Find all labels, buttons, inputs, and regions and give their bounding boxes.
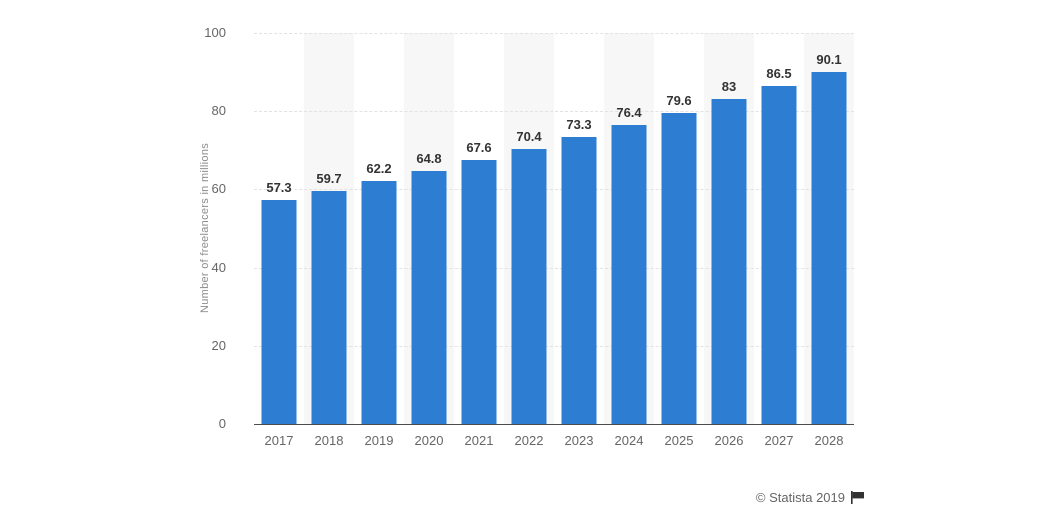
bar-value-label: 59.7 (316, 170, 342, 186)
bar-2028 (811, 71, 847, 424)
column-2019: 62.2 2019 (354, 33, 404, 448)
bar-value-label: 70.4 (516, 128, 542, 144)
bar-value-label: 62.2 (366, 160, 392, 176)
y-tick-label: 60 (211, 181, 226, 197)
x-tick-label: 2019 (364, 433, 394, 448)
credit-text: © Statista 2019 (755, 490, 845, 505)
grid-line-80 (254, 111, 854, 113)
x-tick-label: 2022 (514, 433, 544, 448)
grid-line-100 (254, 33, 854, 34)
y-tick-label: 40 (211, 259, 226, 275)
x-tick-label: 2021 (464, 433, 494, 448)
y-tick-label: 80 (211, 103, 226, 119)
x-tick-label: 2025 (664, 433, 694, 448)
column-2018: 59.7 2018 (304, 33, 354, 448)
x-tick-label: 2023 (564, 433, 594, 448)
bar-2025 (661, 112, 697, 424)
column-2024: 76.4 2024 (604, 33, 654, 448)
bar-value-label: 83 (721, 79, 737, 95)
bar-2023 (561, 137, 597, 424)
column-2022: 70.4 2022 (504, 33, 554, 448)
bar-value-label: 86.5 (766, 65, 792, 81)
grid-line-60 (254, 189, 854, 191)
bar-2017 (261, 199, 297, 424)
column-2027: 86.5 2027 (754, 33, 804, 448)
bar-value-label: 73.3 (566, 117, 592, 133)
y-tick-label: 0 (218, 416, 226, 431)
bar-value-label: 76.4 (616, 105, 642, 121)
bar-2018 (311, 190, 347, 424)
x-tick-label: 2018 (314, 433, 344, 448)
bar-2021 (461, 159, 497, 424)
x-tick-label: 2017 (264, 433, 294, 448)
column-2021: 67.6 2021 (454, 33, 504, 448)
bar-2020 (411, 170, 447, 424)
bar-2022 (511, 148, 547, 424)
plot-area: 57.3 2017 59.7 2018 62.2 2019 64.8 2020 67.6 2021… (254, 33, 854, 448)
y-tick-label: 100 (204, 25, 226, 40)
bar-2019 (361, 180, 397, 424)
x-tick-label: 2020 (414, 433, 444, 448)
x-tick-label: 2028 (814, 433, 844, 448)
y-axis-tick-labels: 0 20 40 60 80 100 (170, 25, 240, 431)
grid-line-40 (254, 267, 854, 269)
grid-line-20 (254, 345, 854, 347)
bar-value-label: 57.3 (266, 179, 292, 195)
flag-icon (850, 490, 866, 505)
bar-2027 (761, 85, 797, 424)
column-2026: 83 2026 (704, 33, 754, 448)
bar-value-label: 67.6 (466, 139, 492, 155)
x-tick-label: 2024 (614, 433, 644, 448)
bar-value-label: 90.1 (816, 51, 842, 67)
x-tick-label: 2027 (764, 433, 794, 448)
column-2028: 90.1 2028 (804, 33, 854, 448)
column-2017: 57.3 2017 (254, 33, 304, 448)
statista-credit: © Statista 2019 (756, 490, 866, 505)
bar-2024 (611, 125, 647, 424)
column-2023: 73.3 2023 (554, 33, 604, 448)
bar-value-label: 64.8 (416, 150, 442, 166)
x-tick-label: 2026 (714, 433, 744, 448)
column-2025: 79.6 2025 (654, 33, 704, 448)
y-tick-label: 20 (211, 337, 226, 353)
column-2020: 64.8 2020 (404, 33, 454, 448)
bar-2026 (711, 99, 747, 424)
bar-value-label: 79.6 (666, 92, 692, 108)
